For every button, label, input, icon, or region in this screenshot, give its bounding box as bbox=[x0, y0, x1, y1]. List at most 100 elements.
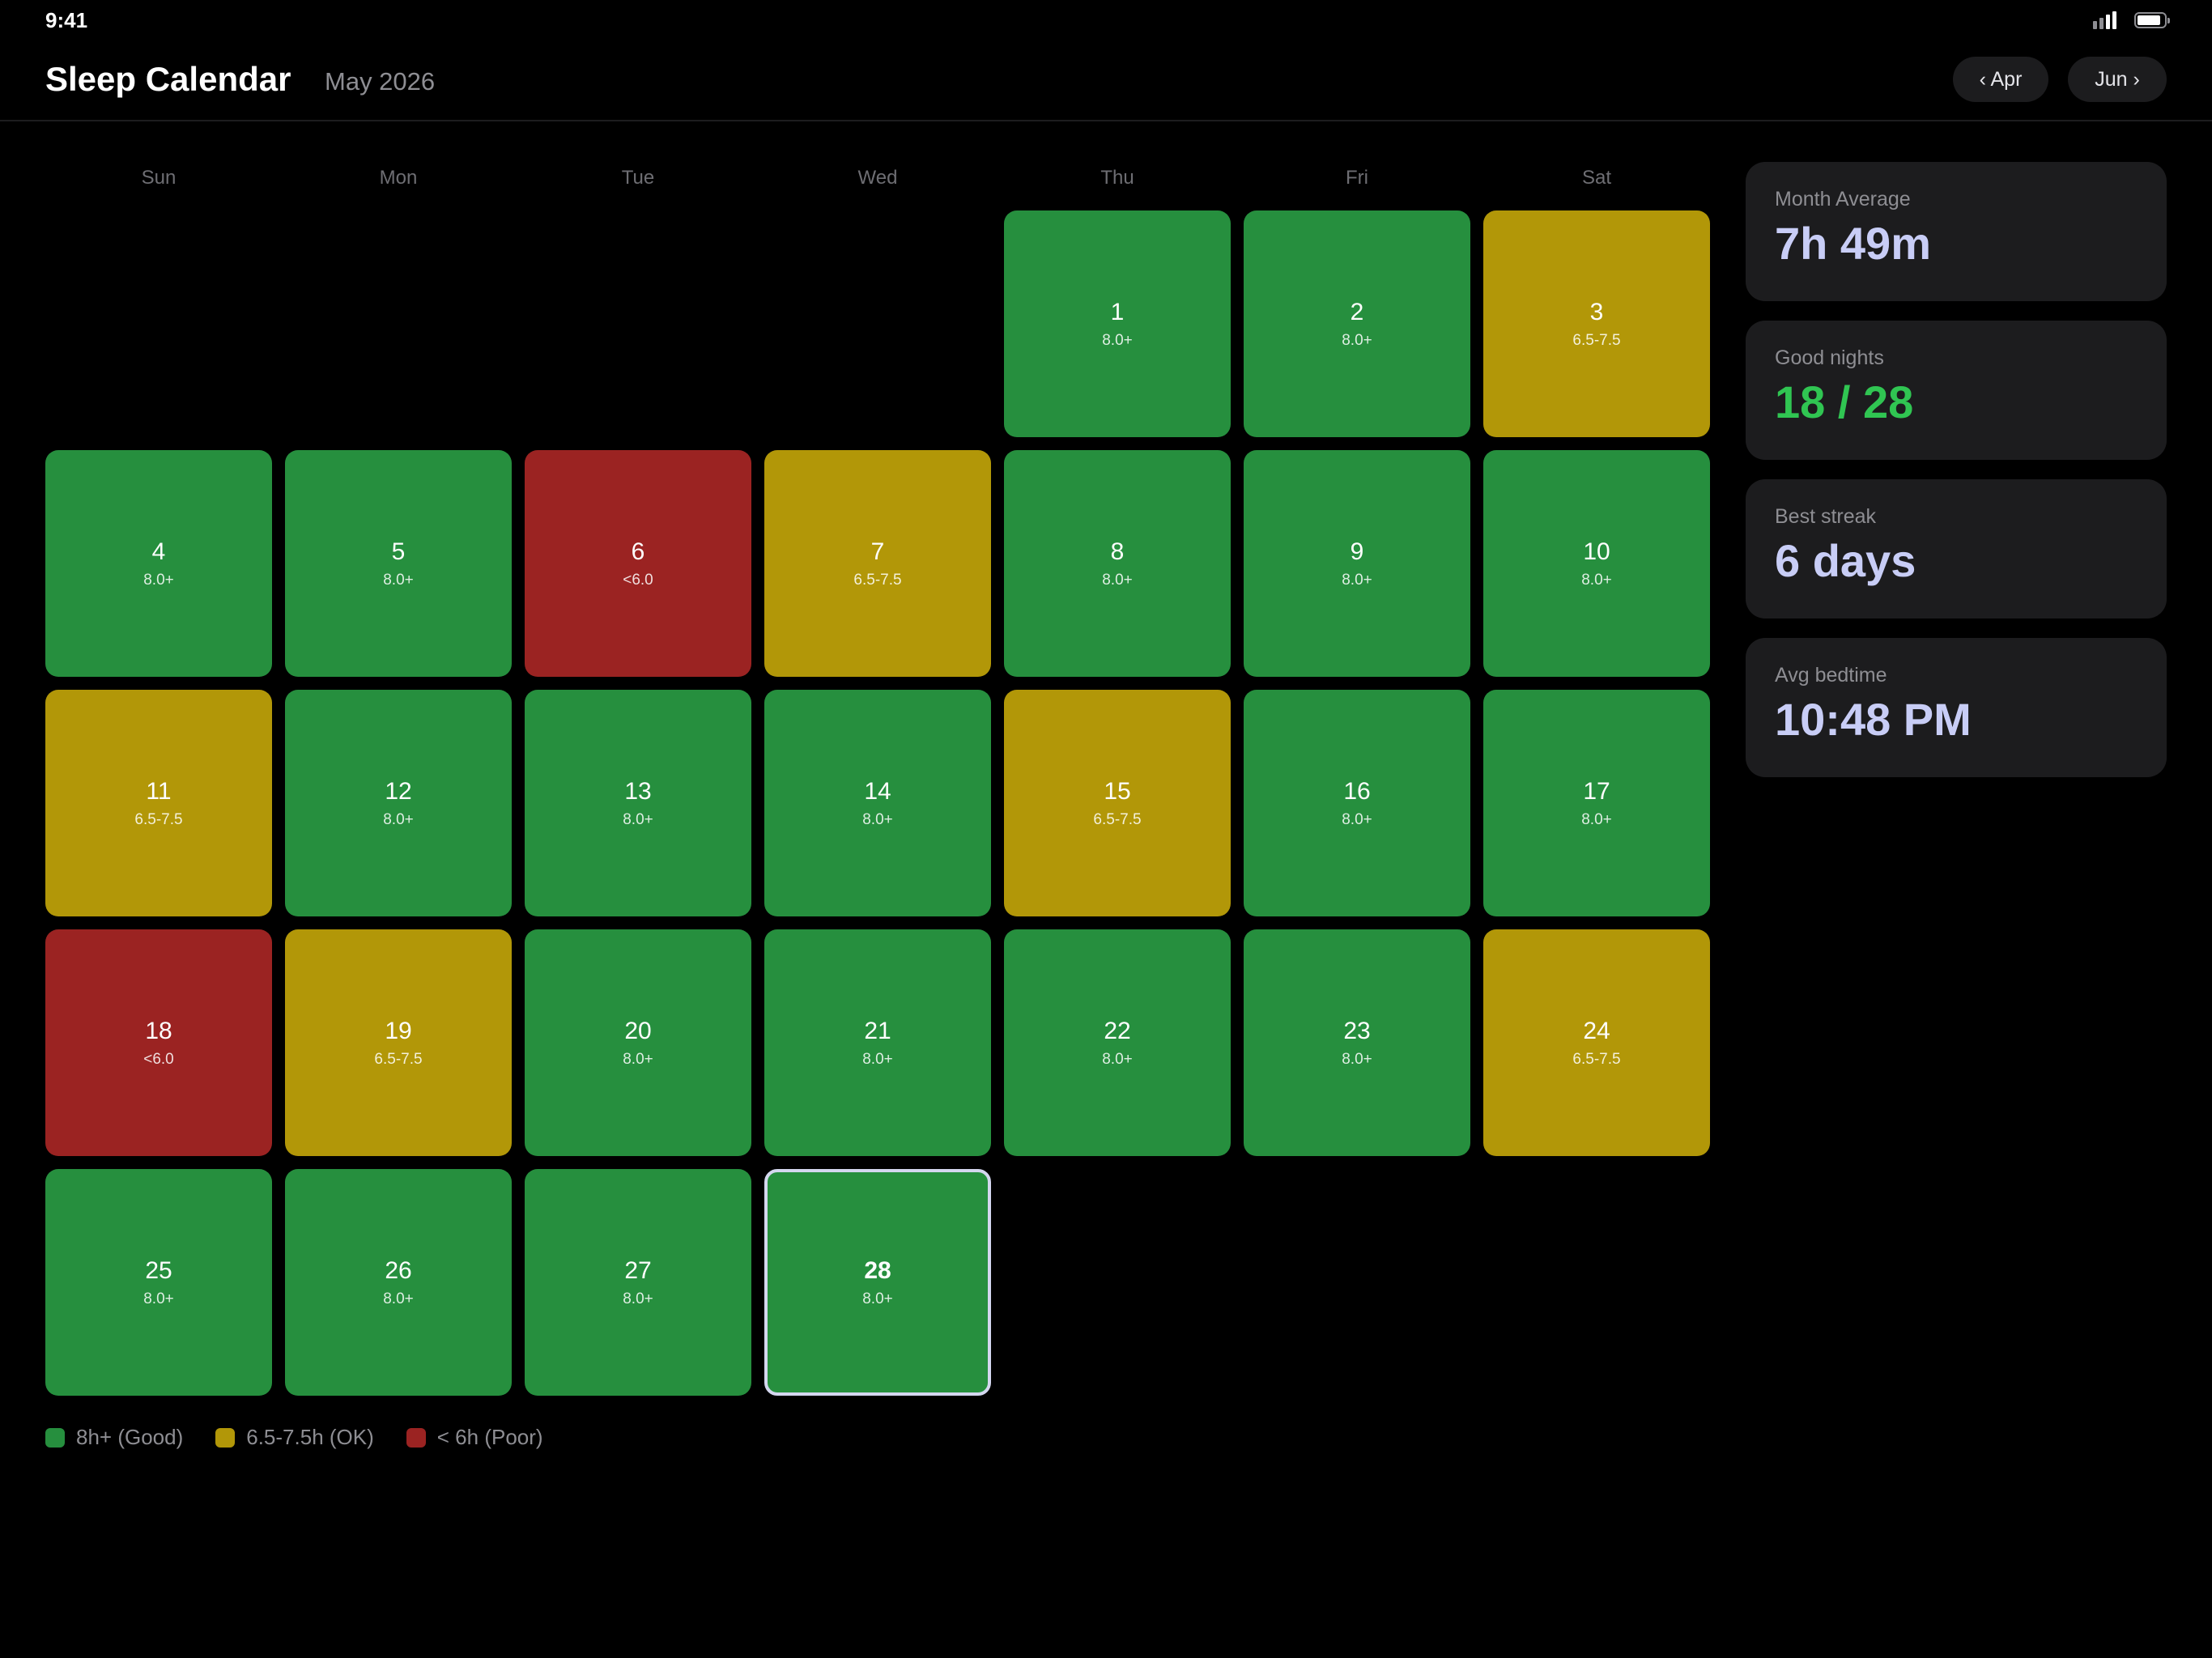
month-label: May 2026 bbox=[325, 67, 436, 96]
day-sleep-range: 8.0+ bbox=[383, 1290, 414, 1307]
day-cell-13[interactable]: 13 8.0+ bbox=[525, 690, 751, 916]
day-sleep-range: 8.0+ bbox=[1102, 331, 1133, 349]
stat-value: 18 / 28 bbox=[1775, 376, 1914, 427]
day-sleep-range: 8.0+ bbox=[1102, 1050, 1133, 1068]
prev-month-button[interactable]: ‹ Apr bbox=[1953, 57, 2048, 102]
day-number: 25 bbox=[145, 1256, 172, 1284]
day-number: 24 bbox=[1583, 1017, 1610, 1044]
stat-card-best-streak: Best streak 6 days bbox=[1746, 479, 2167, 619]
day-cell-2[interactable]: 2 8.0+ bbox=[1244, 210, 1470, 437]
legend-item-good: 8h+ (Good) bbox=[45, 1425, 183, 1450]
day-cell-8[interactable]: 8 8.0+ bbox=[1004, 450, 1231, 677]
day-number: 22 bbox=[1104, 1017, 1131, 1044]
day-sleep-range: 8.0+ bbox=[383, 810, 414, 828]
day-number: 18 bbox=[145, 1017, 172, 1044]
day-sleep-range: 8.0+ bbox=[143, 1290, 174, 1307]
day-number: 21 bbox=[864, 1017, 891, 1044]
day-number: 10 bbox=[1583, 538, 1610, 565]
legend: 8h+ (Good) 6.5-7.5h (OK) < 6h (Poor) bbox=[45, 1425, 543, 1450]
day-cell-27[interactable]: 27 8.0+ bbox=[525, 1169, 751, 1396]
day-number: 16 bbox=[1343, 777, 1371, 805]
stat-card-month-average: Month Average 7h 49m bbox=[1746, 162, 2167, 301]
day-sleep-range: 8.0+ bbox=[1102, 571, 1133, 589]
weekday-tue: Tue bbox=[621, 167, 655, 189]
day-cell-10[interactable]: 10 8.0+ bbox=[1483, 450, 1710, 677]
day-cell-12[interactable]: 12 8.0+ bbox=[285, 690, 512, 916]
legend-label-good: 8h+ (Good) bbox=[76, 1425, 184, 1449]
day-cell-23[interactable]: 23 8.0+ bbox=[1244, 929, 1470, 1156]
day-sleep-range: 6.5-7.5 bbox=[1093, 810, 1142, 828]
stat-value: 6 days bbox=[1775, 535, 1916, 586]
day-cell-24[interactable]: 24 6.5-7.5 bbox=[1483, 929, 1710, 1156]
day-cell-28[interactable]: 28 8.0+ bbox=[764, 1169, 991, 1396]
day-number: 23 bbox=[1343, 1017, 1371, 1044]
stat-label: Good nights bbox=[1775, 346, 1884, 369]
weekday-thu: Thu bbox=[1100, 167, 1134, 189]
day-number: 2 bbox=[1350, 298, 1364, 325]
day-number: 3 bbox=[1589, 298, 1604, 325]
stat-label: Avg bedtime bbox=[1775, 664, 1887, 687]
day-cell-18[interactable]: 18 <6.0 bbox=[45, 929, 272, 1156]
stat-value: 7h 49m bbox=[1775, 218, 1931, 269]
day-number: 27 bbox=[624, 1256, 652, 1284]
day-sleep-range: 8.0+ bbox=[383, 571, 414, 589]
day-cell-16[interactable]: 16 8.0+ bbox=[1244, 690, 1470, 916]
page-title: Sleep Calendar bbox=[45, 60, 291, 98]
day-number: 11 bbox=[146, 777, 172, 805]
day-sleep-range: 8.0+ bbox=[1342, 331, 1372, 349]
day-cell-20[interactable]: 20 8.0+ bbox=[525, 929, 751, 1156]
day-cell-3[interactable]: 3 6.5-7.5 bbox=[1483, 210, 1710, 437]
day-number: 1 bbox=[1110, 298, 1125, 325]
day-sleep-range: <6.0 bbox=[623, 571, 653, 589]
stat-value: 10:48 PM bbox=[1775, 694, 1972, 745]
day-sleep-range: 6.5-7.5 bbox=[134, 810, 183, 828]
day-cell-15[interactable]: 15 6.5-7.5 bbox=[1004, 690, 1231, 916]
day-sleep-range: 6.5-7.5 bbox=[374, 1050, 423, 1068]
day-sleep-range: 8.0+ bbox=[862, 1050, 893, 1068]
day-sleep-range: 8.0+ bbox=[1342, 810, 1372, 828]
next-month-button[interactable]: Jun › bbox=[2068, 57, 2167, 102]
stat-label: Month Average bbox=[1775, 188, 1911, 210]
day-sleep-range: 6.5-7.5 bbox=[1572, 331, 1621, 349]
day-cell-26[interactable]: 26 8.0+ bbox=[285, 1169, 512, 1396]
day-sleep-range: 8.0+ bbox=[1581, 810, 1612, 828]
day-cell-1[interactable]: 1 8.0+ bbox=[1004, 210, 1231, 437]
day-sleep-range: 8.0+ bbox=[143, 571, 174, 589]
weekday-sat: Sat bbox=[1581, 167, 1612, 189]
day-number: 26 bbox=[385, 1256, 412, 1284]
day-cell-7[interactable]: 7 6.5-7.5 bbox=[764, 450, 991, 677]
stat-card-good-nights: Good nights 18 / 28 bbox=[1746, 321, 2167, 460]
weekday-sun: Sun bbox=[141, 167, 177, 189]
status-bar: 9:41 bbox=[0, 0, 2212, 40]
day-number: 20 bbox=[624, 1017, 652, 1044]
day-sleep-range: 8.0+ bbox=[1342, 571, 1372, 589]
day-cell-4[interactable]: 4 8.0+ bbox=[45, 450, 272, 677]
stat-card-avg-bedtime: Avg bedtime 10:48 PM bbox=[1746, 638, 2167, 777]
day-number: 15 bbox=[1104, 777, 1131, 805]
day-sleep-range: 8.0+ bbox=[623, 1290, 653, 1307]
day-cell-14[interactable]: 14 8.0+ bbox=[764, 690, 991, 916]
day-sleep-range: 8.0+ bbox=[862, 1290, 893, 1307]
stat-label: Best streak bbox=[1775, 505, 1877, 528]
day-number: 7 bbox=[870, 538, 885, 565]
day-sleep-range: 8.0+ bbox=[623, 1050, 653, 1068]
weekday-mon: Mon bbox=[379, 167, 418, 189]
day-sleep-range: <6.0 bbox=[143, 1050, 174, 1068]
day-cell-22[interactable]: 22 8.0+ bbox=[1004, 929, 1231, 1156]
day-cell-11[interactable]: 11 6.5-7.5 bbox=[45, 690, 272, 916]
day-number: 19 bbox=[385, 1017, 412, 1044]
day-cell-9[interactable]: 9 8.0+ bbox=[1244, 450, 1470, 677]
day-cell-6[interactable]: 6 <6.0 bbox=[525, 450, 751, 677]
day-cell-25[interactable]: 25 8.0+ bbox=[45, 1169, 272, 1396]
legend-label-ok: 6.5-7.5h (OK) bbox=[246, 1425, 374, 1449]
day-cell-19[interactable]: 19 6.5-7.5 bbox=[285, 929, 512, 1156]
legend-swatch-ok bbox=[215, 1427, 236, 1448]
day-sleep-range: 8.0+ bbox=[623, 810, 653, 828]
day-cell-17[interactable]: 17 8.0+ bbox=[1483, 690, 1710, 916]
header: Sleep Calendar May 2026 ‹ Apr Jun › bbox=[0, 40, 2212, 121]
day-cell-21[interactable]: 21 8.0+ bbox=[764, 929, 991, 1156]
legend-item-ok: 6.5-7.5h (OK) bbox=[215, 1425, 374, 1450]
day-number: 6 bbox=[631, 538, 645, 565]
day-sleep-range: 6.5-7.5 bbox=[1572, 1050, 1621, 1068]
day-cell-5[interactable]: 5 8.0+ bbox=[285, 450, 512, 677]
